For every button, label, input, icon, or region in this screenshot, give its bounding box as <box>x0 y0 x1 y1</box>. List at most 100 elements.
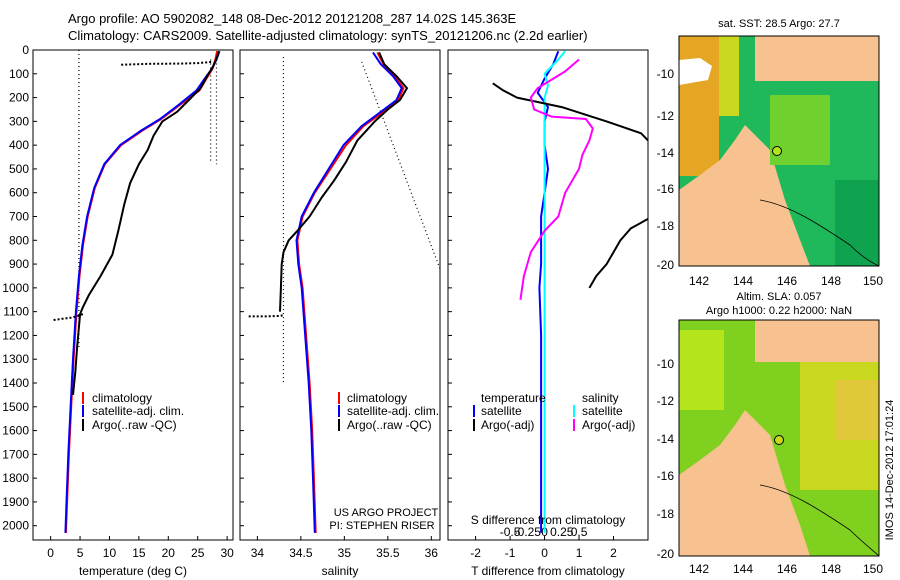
sst-cool-region <box>835 180 879 266</box>
series-line-climatology <box>64 50 219 533</box>
series-line-argo-surface-segment <box>121 60 213 66</box>
sst-map-title: sat. SST: 28.5 Argo: 27.7 <box>718 18 840 30</box>
map-lon-tick: 146 <box>777 562 797 576</box>
x-tick-label: 34.5 <box>289 546 313 560</box>
y-tick-label: 1500 <box>2 400 29 414</box>
map-lon-tick: 144 <box>733 562 753 576</box>
sst-warm-region <box>679 36 719 176</box>
y-tick-label: 1800 <box>2 471 29 485</box>
difference-panel: -2 -1 0 1 2-0.5-0.25 0 0.250.5 S difference fr… <box>447 49 649 578</box>
legend-argo-label: Argo(..raw -QC) <box>347 418 432 432</box>
series-line-temperature-argo-adj <box>492 82 649 142</box>
y-tick-label: 1200 <box>2 328 29 342</box>
x-tick-label: 35.5 <box>376 546 400 560</box>
map-lon-tick: 148 <box>821 562 841 576</box>
x-tick-label: 20 <box>162 546 176 560</box>
sst-warm-region-edge <box>719 36 739 116</box>
reference-line-dotted-reference-2 <box>361 61 441 270</box>
map-lon-tick: 144 <box>733 274 753 288</box>
sla-map-title-line2: Argo h1000: 0.22 h2000: NaN <box>706 305 852 317</box>
legend-s-argo-label: Argo(-adj) <box>582 418 635 432</box>
argo-location-marker <box>774 435 784 445</box>
salinity-legend: climatology satellite-adj. clim. Argo(..… <box>338 391 439 432</box>
map-lat-tick: -14 <box>657 146 675 160</box>
sla-map: Altim. SLA: 0.057 Argo h1000: 0.22 h2000… <box>657 291 896 576</box>
map-lat-tick: -12 <box>657 394 675 408</box>
sla-peak-region <box>835 380 879 440</box>
y-tick-label: 1300 <box>2 352 29 366</box>
legend-argo-label: Argo(..raw -QC) <box>92 418 177 432</box>
y-tick-label: 300 <box>9 114 29 128</box>
map-lon-tick: 146 <box>777 274 797 288</box>
sla-map-title-line1: Altim. SLA: 0.057 <box>737 291 822 303</box>
land-region-australia <box>679 410 810 556</box>
series-line-satellite-adj-clim <box>295 51 403 533</box>
map-lon-tick: 150 <box>863 274 883 288</box>
sla-map-frame <box>678 319 880 557</box>
y-tick-label: 1900 <box>2 495 29 509</box>
x-tick-label: 5 <box>77 546 84 560</box>
s-tick-label: 0.5 <box>571 525 588 539</box>
y-tick-label: 2000 <box>2 519 29 533</box>
series-line-argo-temperature-deep-segment <box>588 218 649 289</box>
y-tick-label: 0 <box>22 43 29 57</box>
x-tick-label: 0 <box>47 546 54 560</box>
legend-t-argo-label: Argo(-adj) <box>481 418 534 432</box>
legend-climatology-label: climatology <box>347 391 407 405</box>
x-tick-label: -1 <box>505 546 516 560</box>
x-tick-label: 30 <box>220 546 234 560</box>
legend-s-satellite-label: satellite <box>582 404 623 418</box>
sst-map-frame <box>678 35 880 267</box>
legend-t-satellite-label: satellite <box>481 404 522 418</box>
legend-satellite-label: satellite-adj. clim. <box>92 404 184 418</box>
map-lon-tick: 142 <box>689 562 709 576</box>
pi-label: PI: STEPHEN RISER <box>329 520 434 532</box>
temperature-legend: climatology satellite-adj. clim. Argo(..… <box>82 391 184 432</box>
y-tick-label: 500 <box>9 162 29 176</box>
s-tick-label: 0.25 <box>550 525 574 539</box>
x-tick-label: 36 <box>425 546 439 560</box>
series-line-argo-raw-qc <box>72 50 220 396</box>
project-label: US ARGO PROJECT <box>334 507 439 519</box>
land-region-australia <box>679 125 810 266</box>
y-tick-label: 900 <box>9 257 29 271</box>
salinity-xlabel: salinity <box>322 564 359 578</box>
sla-high-region <box>679 330 724 410</box>
x-tick-label: 10 <box>103 546 117 560</box>
x-tick-label: -2 <box>470 546 481 560</box>
series-line-temperature-satellite <box>536 50 560 533</box>
land-region-north <box>755 320 879 362</box>
legend-satellite-label: satellite-adj. clim. <box>347 404 439 418</box>
s-tick-label: -0.5 <box>500 525 521 539</box>
difference-plot-frame <box>447 49 649 541</box>
y-tick-label: 1400 <box>2 376 29 390</box>
map-lat-tick: -18 <box>657 507 675 521</box>
land-region-north <box>755 36 879 81</box>
series-line-salinity-argo-adj <box>519 58 594 300</box>
map-lat-tick: -20 <box>657 258 675 272</box>
masked-region <box>679 58 712 85</box>
argo-location-marker <box>772 146 782 156</box>
x-tick-label: 35 <box>338 546 352 560</box>
s-difference-label: S difference from climatology <box>471 513 626 527</box>
x-tick-label: 15 <box>132 546 146 560</box>
x-tick-label: 34 <box>251 546 265 560</box>
map-lon-tick: 148 <box>821 274 841 288</box>
y-tick-label: 1700 <box>2 447 29 461</box>
legend-climatology-label: climatology <box>92 391 152 405</box>
legend-temperature-heading: temperature <box>481 391 546 405</box>
sst-contour <box>759 199 879 266</box>
map-lat-tick: -16 <box>657 182 675 196</box>
x-tick-label: 0 <box>541 546 548 560</box>
y-tick-label: 1600 <box>2 424 29 438</box>
map-lat-tick: -20 <box>657 547 675 561</box>
x-tick-label: 1 <box>576 546 583 560</box>
salinity-plot-frame <box>239 49 441 541</box>
series-line-argo-deep-segment <box>248 314 284 318</box>
t-difference-label: T difference from climatology <box>471 564 625 578</box>
difference-legend: temperature satellite Argo(-adj) salinit… <box>473 391 635 432</box>
y-tick-label: 700 <box>9 210 29 224</box>
map-lon-tick: 150 <box>863 562 883 576</box>
sla-contour <box>759 484 879 556</box>
